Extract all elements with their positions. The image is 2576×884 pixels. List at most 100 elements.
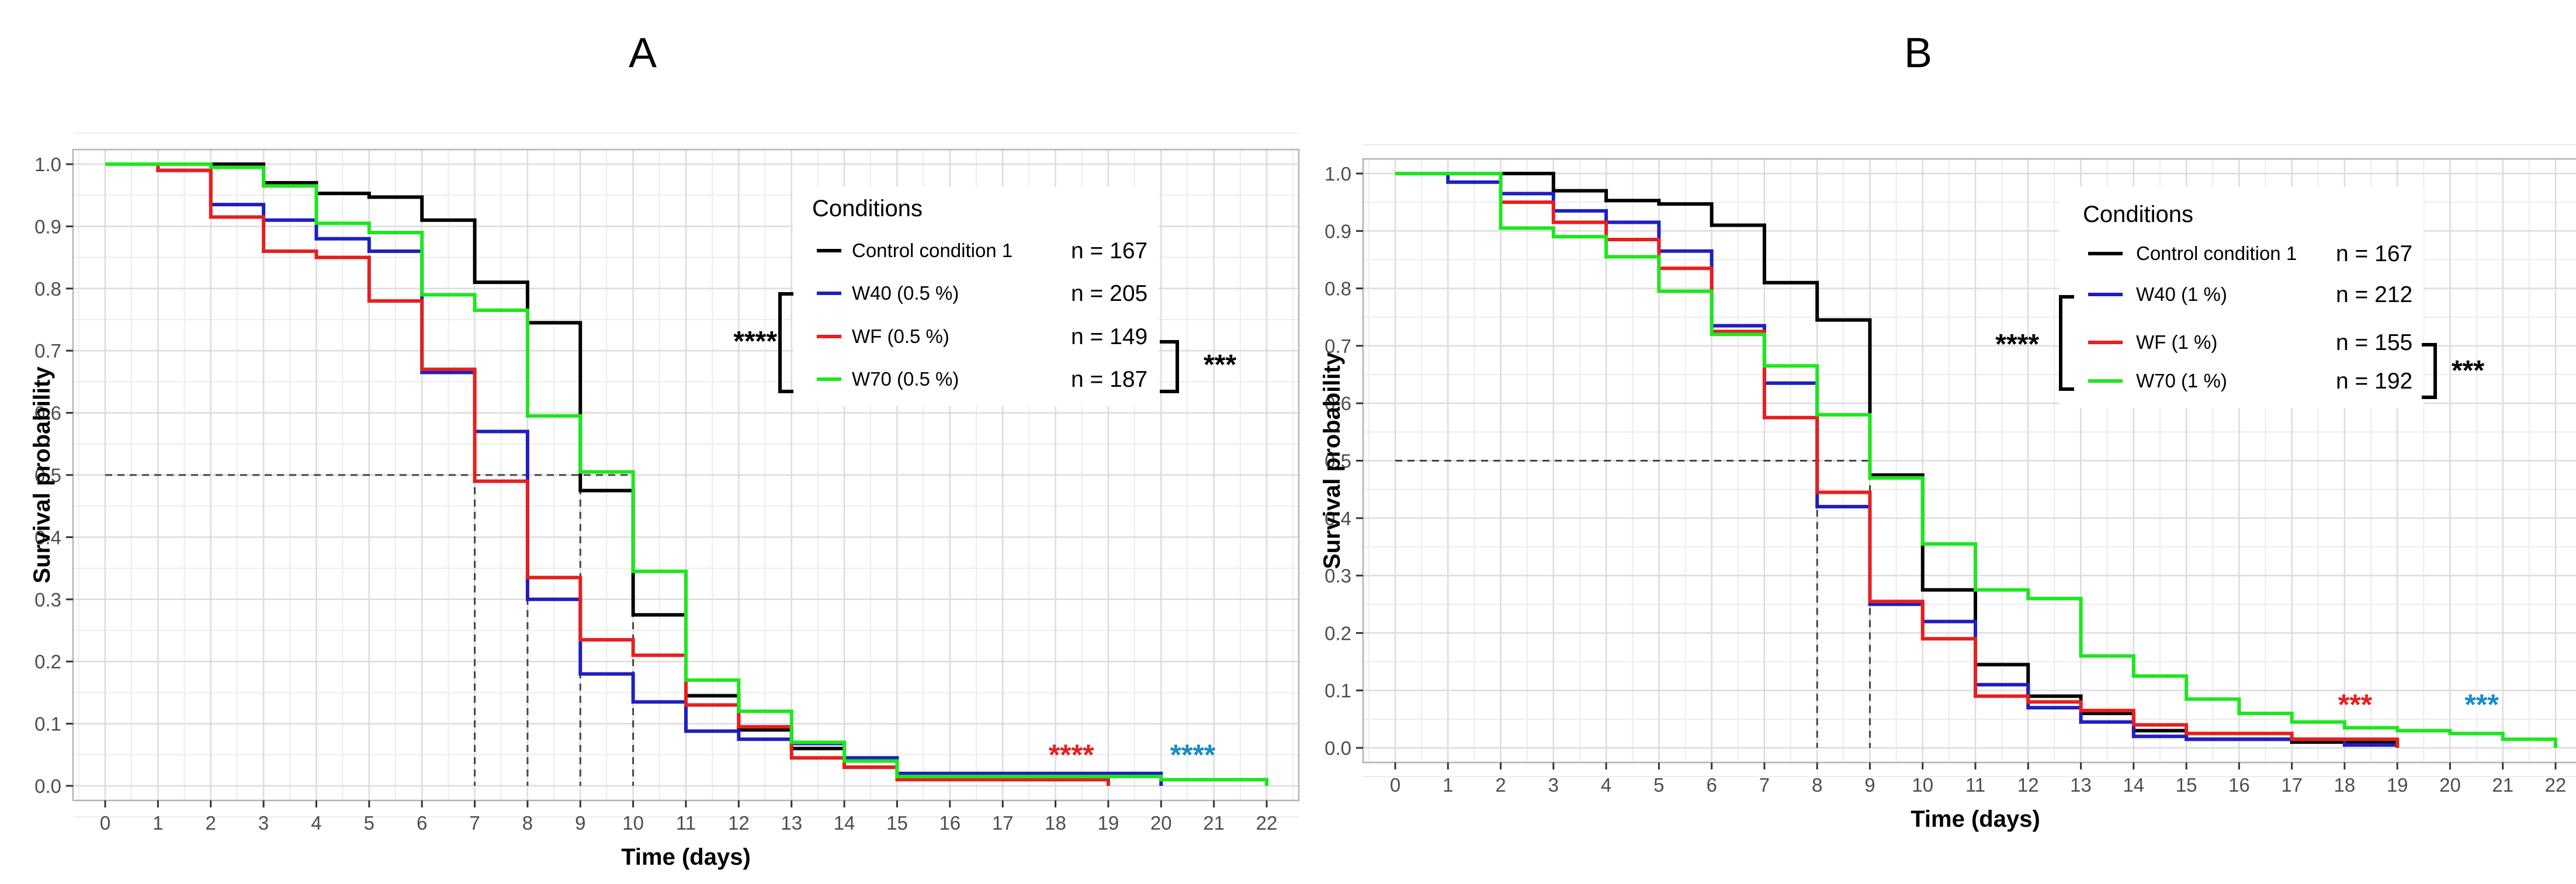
x-tick-label: 13 — [2070, 774, 2092, 796]
significance-bracket-right — [1160, 340, 1179, 393]
bracket-stars-left: **** — [733, 326, 777, 357]
legend-label: WF (1 %) — [2136, 331, 2217, 353]
x-tick-label: 2 — [1495, 774, 1506, 796]
x-tick-label: 2 — [206, 812, 216, 834]
x-tick-label: 18 — [2334, 774, 2356, 796]
x-tick-label: 1 — [1443, 774, 1453, 796]
x-tick-label: 11 — [1965, 774, 1985, 796]
y-axis-title: Survival probability — [1319, 352, 1345, 569]
x-tick-label: 17 — [992, 812, 1014, 834]
sample-size-label: n = 149 — [1071, 324, 1147, 349]
legend-label: W40 (1 %) — [2136, 283, 2227, 305]
x-tick-label: 15 — [886, 812, 908, 834]
survival-curve-wf — [105, 162, 1110, 786]
sample-size-label: n = 187 — [1071, 367, 1147, 392]
significance-stars-red: **** — [1049, 739, 1094, 771]
sample-size-label: n = 167 — [2336, 241, 2412, 266]
x-tick-label: 12 — [728, 812, 750, 834]
x-tick-label: 5 — [364, 812, 375, 834]
y-tick-label: 0.5 — [34, 464, 61, 486]
x-tick-label: 3 — [258, 812, 269, 834]
significance-bracket-right — [2422, 343, 2437, 399]
x-tick-label: 9 — [1864, 774, 1875, 796]
significance-bracket-left — [2059, 295, 2074, 391]
y-tick-label: 0.5 — [1325, 450, 1351, 472]
x-axis-title: Time (days) — [1911, 806, 2040, 832]
x-tick-label: 7 — [469, 812, 480, 834]
survival-curve-control — [1395, 172, 2400, 748]
x-tick-label: 4 — [1601, 774, 1611, 796]
y-tick-label: 1.0 — [1325, 163, 1351, 185]
panel-label: B — [1904, 30, 1932, 77]
legend-label: W40 (0.5 %) — [852, 282, 959, 304]
x-tick-label: 22 — [2545, 774, 2567, 796]
x-tick-label: 13 — [781, 812, 802, 834]
x-tick-label: 8 — [1812, 774, 1822, 796]
y-tick-label: 0.3 — [1325, 565, 1351, 587]
survival-curve-w70 — [105, 162, 1268, 786]
y-tick-label: 0.1 — [1325, 680, 1351, 702]
x-tick-label: 21 — [1203, 812, 1225, 834]
y-tick-label: 0.9 — [34, 216, 61, 237]
x-tick-label: 21 — [2492, 774, 2513, 796]
y-tick-label: 0.8 — [34, 278, 61, 300]
legend-label: WF (0.5 %) — [852, 325, 949, 347]
x-tick-label: 3 — [1548, 774, 1559, 796]
y-tick-label: 0.7 — [34, 340, 61, 362]
x-tick-label: 11 — [676, 812, 696, 834]
x-tick-label: 10 — [1912, 774, 1933, 796]
y-tick-label: 1.0 — [34, 154, 61, 175]
panel-a-chart: A0 1 2 3 4 5 6 7 8 9 10 11 12 13 14 15 16 17 18 19 20 21 220.0… — [29, 30, 1300, 870]
x-tick-label: 22 — [1256, 812, 1278, 834]
significance-bracket-left — [778, 292, 793, 393]
x-tick-label: 18 — [1045, 812, 1066, 834]
y-tick-label: 0.6 — [34, 403, 61, 424]
sample-size-label: n = 155 — [2336, 330, 2412, 355]
y-tick-label: 0.7 — [1325, 335, 1351, 357]
significance-stars-blue: *** — [2464, 688, 2499, 721]
x-tick-label: 9 — [575, 812, 585, 834]
y-tick-label: 0.4 — [1325, 508, 1351, 529]
sample-size-label: n = 192 — [2336, 369, 2412, 394]
y-tick-label: 0.4 — [34, 526, 61, 548]
y-tick-label: 0.9 — [1325, 220, 1351, 242]
x-tick-label: 16 — [939, 812, 961, 834]
panel-label: A — [629, 30, 657, 77]
x-tick-label: 19 — [1098, 812, 1119, 834]
x-tick-label: 5 — [1653, 774, 1664, 796]
survival-curve-wf — [1395, 172, 2400, 748]
x-tick-label: 15 — [2176, 774, 2197, 796]
y-tick-label: 0.0 — [34, 775, 61, 797]
x-tick-label: 8 — [522, 812, 533, 834]
y-tick-label: 0.2 — [34, 651, 61, 672]
x-tick-label: 1 — [152, 812, 163, 834]
x-axis-title: Time (days) — [621, 844, 751, 870]
survival-curve-w70 — [1395, 172, 2557, 748]
sample-size-label: n = 167 — [1071, 238, 1147, 264]
legend-title: Conditions — [2083, 202, 2193, 227]
legend-background — [793, 187, 1159, 406]
x-tick-label: 7 — [1759, 774, 1770, 796]
y-axis-title: Survival probability — [29, 366, 55, 584]
panel-b-chart: B0 1 2 3 4 5 6 7 8 9 10 11 12 13 14 15 16 17 18 19 20 21 220.0… — [1319, 30, 2576, 832]
x-tick-label: 12 — [2017, 774, 2039, 796]
legend-label: Control condition 1 — [852, 240, 1013, 261]
significance-stars-red: *** — [2338, 688, 2373, 721]
x-tick-label: 14 — [2123, 774, 2144, 796]
x-tick-label: 0 — [100, 812, 110, 834]
bracket-stars-left: **** — [1995, 329, 2039, 360]
x-tick-label: 4 — [311, 812, 321, 834]
x-tick-label: 14 — [834, 812, 855, 834]
legend-label: W70 (0.5 %) — [852, 368, 959, 390]
sample-size-label: n = 205 — [1071, 281, 1147, 306]
sample-size-label: n = 212 — [2336, 282, 2412, 307]
y-tick-label: 0.2 — [1325, 622, 1351, 644]
x-tick-label: 17 — [2281, 774, 2303, 796]
x-tick-label: 16 — [2228, 774, 2250, 796]
y-tick-label: 0.8 — [1325, 278, 1351, 300]
x-tick-label: 20 — [1150, 812, 1172, 834]
bracket-stars-right: *** — [2452, 355, 2484, 386]
y-tick-label: 0.1 — [34, 713, 61, 735]
y-tick-label: 0.3 — [34, 589, 61, 611]
